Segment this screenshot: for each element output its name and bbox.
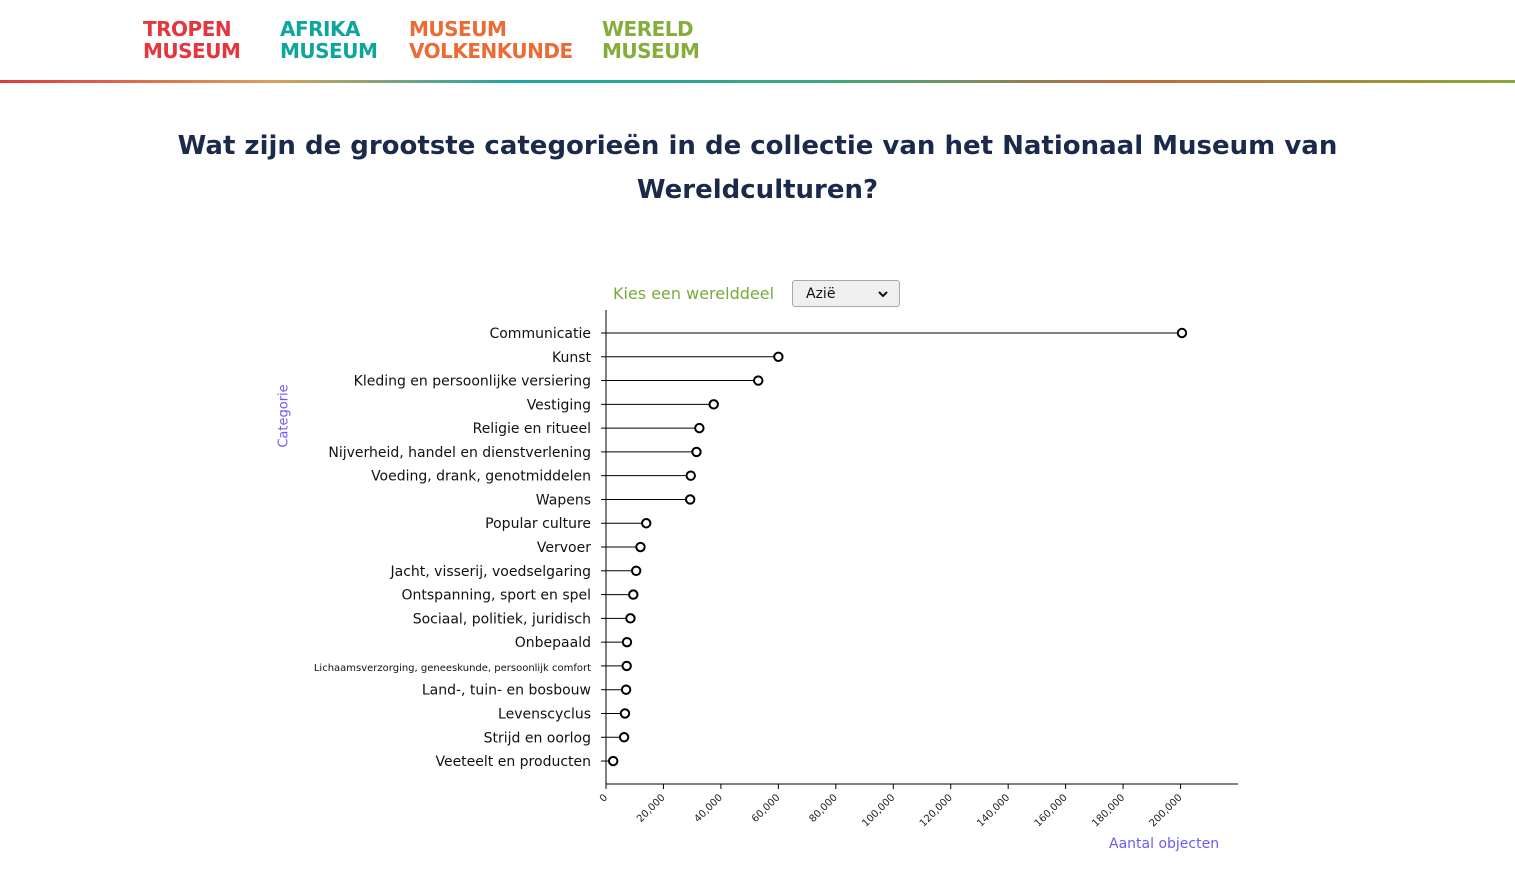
category-label: Kleding en persoonlijke versiering [354,374,591,390]
continent-select-value: Azië [806,286,836,302]
category-label: Veeteelt en producten [435,754,591,770]
lollipop-point[interactable] [630,565,642,576]
museum-volkenkunde-logo[interactable]: Museum Volkenkunde [409,17,573,63]
chart-axes [601,310,1238,785]
category-label: Popular culture [485,516,591,532]
category-label: Kunst [552,350,592,366]
category-label: Onbepaald [515,635,591,651]
category-label: Vervoer [537,540,591,556]
lollipop-point[interactable] [607,755,619,767]
lollipop-point[interactable] [628,589,639,600]
lollipop-point[interactable] [753,375,764,386]
category-label: Levenscyclus [498,706,591,722]
x-tick-label: 60,000 [750,792,783,825]
category-label: Vestiging [527,397,591,413]
lollipop-point[interactable] [694,422,705,434]
x-axis-title: Aantal objecten [1109,836,1220,852]
lollipop-point[interactable] [641,518,652,529]
continent-select[interactable]: Azië [792,280,900,307]
lollipop-point[interactable] [684,494,696,505]
lollipop-point[interactable] [621,636,633,648]
lollipop-point[interactable] [635,541,646,553]
chevron-down-icon [877,284,889,308]
x-tick-label: 180,000 [1090,792,1127,829]
category-label: Religie en ritueel [473,421,591,437]
lollipop-point[interactable] [691,446,702,458]
lollipop-point[interactable] [773,351,784,362]
wereldmuseum-logo[interactable]: Wereld Museum [602,17,700,63]
tropenmuseum-logo[interactable]: Tropen Museum [143,17,241,63]
lollipop-point[interactable] [625,613,636,624]
category-label: Ontspanning, sport en spel [402,588,592,604]
chart-x-ticks: 0 20,000 40,000 60,000 80,000 100,000 120,000 1… [598,784,1185,829]
page-title: Wat zijn de grootste categorieën in de c… [177,131,1338,205]
category-label: Land-, tuin- en bosbouw [422,683,591,699]
lollipop-point[interactable] [685,470,696,481]
x-tick-label: 120,000 [918,792,955,829]
lollipop-point[interactable] [708,399,719,410]
x-tick-label: 40,000 [693,792,726,825]
x-tick-label: 160,000 [1033,792,1070,829]
afrikamuseum-logo[interactable]: Afrika Museum [280,17,378,63]
category-label: Communicatie [489,326,591,342]
x-tick-label: 100,000 [860,792,897,829]
x-tick-label: 200,000 [1148,792,1185,829]
category-label: Lichaamsverzorging, geneeskunde, persoon… [314,663,591,674]
x-tick-label: 80,000 [807,792,840,825]
x-tick-label: 0 [598,792,610,804]
continent-picker-label: Kies een werelddeel [613,284,775,303]
x-tick-label: 20,000 [635,792,668,825]
lollipop-point[interactable] [619,708,631,719]
category-label: Sociaal, politiek, juridisch [413,611,591,627]
category-label: Jacht, visserij, voedselgaring [390,564,592,580]
site-header: Tropen Museum Afrika Museum Museum Volke… [0,0,1515,80]
header-divider [0,80,1515,83]
lollipop-point[interactable] [621,660,632,672]
lollipop-point[interactable] [618,732,630,743]
x-tick-label: 140,000 [975,792,1012,829]
lollipop-point[interactable] [620,684,632,695]
chart-category-labels: Communicatie Kunst Kleding en persoonlijke… [314,326,592,770]
category-label: Nijverheid, handel en dienstverlening [328,445,591,461]
category-label: Wapens [536,492,591,508]
lollipop-point[interactable] [1176,327,1188,339]
category-label: Strijd en oorlog [484,730,591,746]
category-label: Voeding, drank, genotmiddelen [371,469,591,485]
chart-marks [606,327,1188,767]
